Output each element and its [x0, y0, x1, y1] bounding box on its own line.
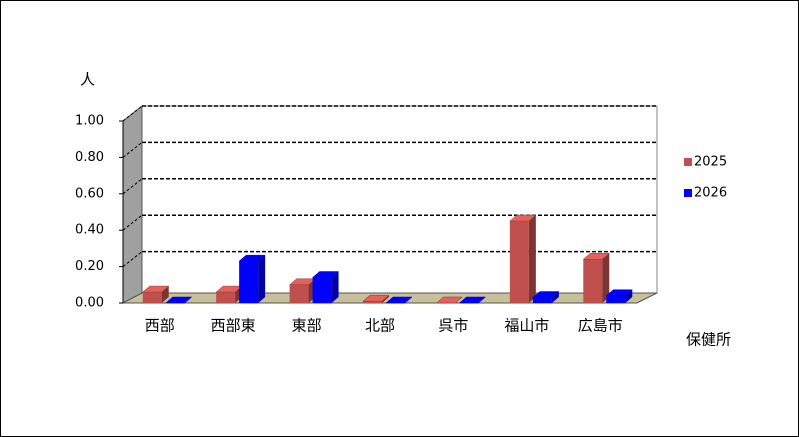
bar: [312, 277, 332, 303]
x-tick-label: 福山市: [504, 317, 549, 335]
bar: [606, 295, 626, 303]
x-axis-label: 保健所: [686, 331, 731, 349]
x-tick-label: 呉市: [438, 317, 468, 335]
bar-side: [528, 215, 536, 303]
bar: [216, 292, 236, 303]
side-wall: [122, 104, 143, 304]
x-tick-label: 広島市: [578, 317, 623, 335]
y-tick-label: 0.80: [75, 150, 104, 165]
x-tick-label: 東部: [292, 317, 322, 335]
bar-side: [258, 255, 266, 303]
legend-label: 2025: [694, 155, 727, 170]
back-wall: [141, 105, 658, 294]
bar: [583, 259, 603, 303]
x-tick-label: 西部: [145, 317, 175, 335]
bar: [532, 297, 552, 303]
x-tick-label: 西部東: [211, 317, 256, 335]
y-tick-label: 0.20: [75, 259, 104, 274]
legend-label: 2026: [694, 186, 727, 201]
y-tick-label: 0.40: [75, 223, 104, 238]
bar-side: [331, 271, 339, 303]
y-tick-label: 1.00: [75, 114, 104, 129]
bar-side: [625, 289, 633, 303]
grid-line: [122, 214, 143, 231]
grid-line: [122, 105, 143, 122]
y-tick-label: 0.00: [75, 296, 104, 311]
y-tick-label: 0.60: [75, 186, 104, 201]
bar-side: [161, 286, 169, 303]
grid-line: [122, 142, 143, 158]
bar: [239, 261, 259, 303]
bar-side: [551, 291, 559, 303]
legend-swatch: [684, 189, 692, 197]
bar: [363, 301, 382, 303]
grid-line: [122, 251, 143, 267]
bar: [142, 292, 162, 303]
legend-swatch: [684, 158, 692, 166]
bar-side: [382, 295, 389, 303]
bar-side: [602, 253, 610, 303]
bar: [509, 221, 529, 303]
x-tick-label: 北部: [365, 317, 395, 335]
bar: [289, 284, 309, 303]
y-axis-label: 人: [80, 71, 95, 89]
grid-line: [122, 178, 143, 195]
